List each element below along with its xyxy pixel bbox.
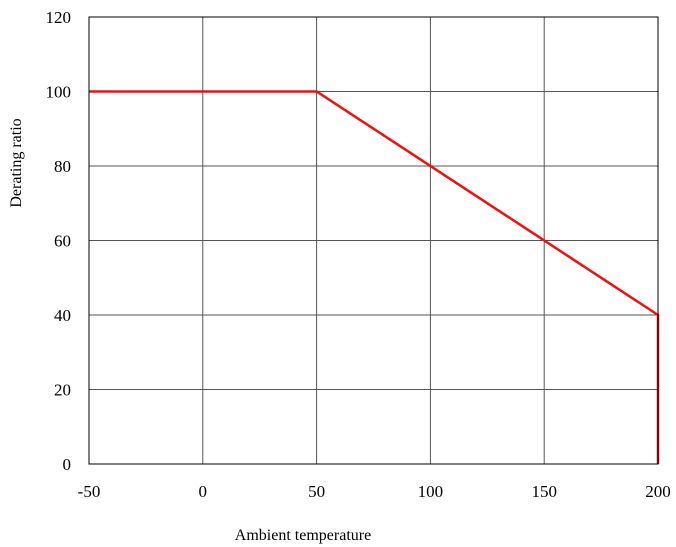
y-tick-label: 80 bbox=[54, 157, 71, 176]
y-axis-ticks: 0 20 40 60 80 100 120 bbox=[46, 8, 72, 474]
y-tick-label: 20 bbox=[54, 381, 71, 400]
x-tick-label: 50 bbox=[308, 482, 325, 501]
y-axis-title: Derating ratio bbox=[8, 118, 25, 207]
y-tick-label: 100 bbox=[46, 83, 72, 102]
x-axis-ticks: -50 0 50 100 150 200 bbox=[78, 482, 671, 501]
x-tick-label: 150 bbox=[531, 482, 557, 501]
derating-curve-line bbox=[89, 90, 660, 464]
series-layer bbox=[89, 90, 660, 464]
y-tick-label: 60 bbox=[54, 232, 71, 251]
y-tick-label: 40 bbox=[54, 306, 71, 325]
y-tick-label: 0 bbox=[63, 455, 72, 474]
x-axis-title: Ambient temperature bbox=[235, 527, 371, 544]
x-tick-label: 100 bbox=[418, 482, 444, 501]
plot-area-frame bbox=[88, 16, 659, 465]
grid bbox=[88, 16, 659, 465]
y-tick-label: 120 bbox=[46, 8, 72, 27]
x-tick-label: -50 bbox=[78, 482, 101, 501]
x-tick-label: 200 bbox=[645, 482, 671, 501]
x-tick-label: 0 bbox=[199, 482, 208, 501]
